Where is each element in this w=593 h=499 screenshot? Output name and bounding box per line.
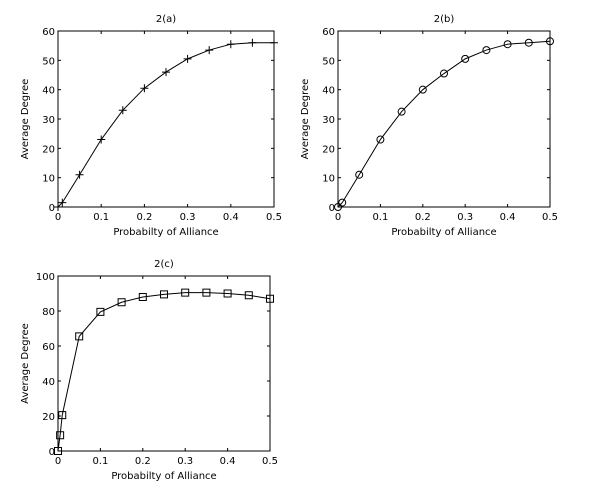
x-tick-label: 0 <box>335 212 341 223</box>
x-tick-label: 0.1 <box>93 212 109 223</box>
axes-frame <box>337 30 551 208</box>
data-point-plus <box>97 135 106 144</box>
data-point-square <box>181 288 190 297</box>
data-point-plus <box>270 38 278 47</box>
y-tick-label: 40 <box>42 377 55 388</box>
y-tick-label: 50 <box>322 56 335 67</box>
data-point-circle <box>418 85 427 94</box>
chart-title: 2(c) <box>154 259 174 270</box>
data-point-square <box>223 289 232 298</box>
series-line <box>57 42 274 208</box>
data-point-square <box>54 447 62 455</box>
series-line <box>337 40 551 208</box>
data-point-square <box>75 332 84 341</box>
axes-frame <box>57 30 275 208</box>
x-tick-label: 0 <box>55 212 61 223</box>
y-tick-label: 100 <box>36 272 55 283</box>
y-tick-label: 0 <box>49 447 55 458</box>
data-point-plus <box>183 54 192 63</box>
y-tick-label: 60 <box>42 27 55 38</box>
data-point-circle <box>376 135 385 144</box>
y-tick-label: 50 <box>42 56 55 67</box>
chart-title: 2(b) <box>434 14 455 25</box>
y-tick-label: 0 <box>329 203 335 214</box>
data-point-circle <box>482 46 491 55</box>
x-tick-label: 0.3 <box>180 212 196 223</box>
chart-panel-1: 0 0.1 0.2 0.3 0.4 0.5 0 10 20 30 40 50 60 2(a) Probabi… <box>20 14 282 238</box>
chart-panel-2: 0 0.1 0.2 0.3 0.4 0.5 0 10 20 30 40 50 60 2(b) Probabi… <box>300 14 558 238</box>
x-tick-label: 0.4 <box>220 456 236 467</box>
data-point-circle <box>546 37 554 46</box>
y-tick-label: 20 <box>322 144 335 155</box>
chart-panel-3: 0 0.1 0.2 0.3 0.4 0.5 0 20 40 60 80 100 2(c) Probabil… <box>20 259 278 482</box>
y-axis-label: Average Degree <box>20 323 31 404</box>
x-axis-label: Probabilty of Alliance <box>111 471 216 482</box>
data-point-square <box>266 294 274 303</box>
data-point-plus <box>248 38 257 47</box>
data-point-circle <box>355 170 364 179</box>
chart-title: 2(a) <box>156 14 176 25</box>
y-tick-label: 30 <box>42 115 55 126</box>
y-tick-label: 0 <box>49 203 55 214</box>
x-tick-label: 0.2 <box>136 212 152 223</box>
x-axis-label: Probabilty of Alliance <box>391 227 496 238</box>
data-point-plus <box>58 198 67 207</box>
y-tick-label: 40 <box>42 86 55 97</box>
x-tick-label: 0.4 <box>500 212 516 223</box>
x-tick-label: 0.1 <box>92 456 108 467</box>
y-tick-label: 40 <box>322 86 335 97</box>
axes-frame <box>57 275 271 452</box>
data-point-plus <box>162 68 170 77</box>
data-point-square <box>58 411 67 420</box>
x-tick-label: 0.3 <box>457 212 473 223</box>
data-point-plus <box>140 84 149 93</box>
x-tick-label: 0.5 <box>266 212 282 223</box>
y-axis-label: Average Degree <box>300 79 311 160</box>
series-line <box>57 292 271 452</box>
data-point-plus <box>205 46 214 55</box>
data-point-square <box>56 431 65 440</box>
y-tick-label: 20 <box>42 144 55 155</box>
data-point-plus <box>54 203 62 211</box>
data-point-circle <box>338 198 347 207</box>
x-tick-label: 0.2 <box>135 456 151 467</box>
x-tick-label: 0 <box>55 456 61 467</box>
y-tick-label: 20 <box>42 412 55 423</box>
data-point-square <box>96 307 105 316</box>
y-tick-label: 30 <box>322 115 335 126</box>
data-point-square <box>202 288 211 297</box>
y-axis-label: Average Degree <box>20 79 31 160</box>
data-point-circle <box>334 203 342 211</box>
y-tick-label: 60 <box>42 342 55 353</box>
data-point-circle <box>503 40 512 49</box>
x-tick-label: 0.3 <box>177 456 193 467</box>
data-point-square <box>117 298 126 307</box>
data-point-square <box>138 293 147 301</box>
x-axis-label: Probabilty of Alliance <box>113 227 218 238</box>
x-tick-label: 0.5 <box>542 212 558 223</box>
x-tick-label: 0.1 <box>372 212 388 223</box>
data-point-square <box>160 290 168 299</box>
y-tick-label: 80 <box>42 307 55 318</box>
y-tick-label: 10 <box>322 174 335 185</box>
data-point-square <box>244 291 253 300</box>
x-tick-label: 0.2 <box>415 212 431 223</box>
y-tick-label: 10 <box>42 174 55 185</box>
data-point-circle <box>524 38 533 47</box>
data-point-plus <box>75 170 84 179</box>
data-point-plus <box>226 40 235 49</box>
data-point-circle <box>461 54 470 63</box>
data-point-circle <box>397 107 406 116</box>
y-tick-label: 60 <box>322 27 335 38</box>
data-point-circle <box>440 69 448 78</box>
x-tick-label: 0.5 <box>262 456 278 467</box>
data-point-plus <box>118 106 127 115</box>
x-tick-label: 0.4 <box>223 212 239 223</box>
